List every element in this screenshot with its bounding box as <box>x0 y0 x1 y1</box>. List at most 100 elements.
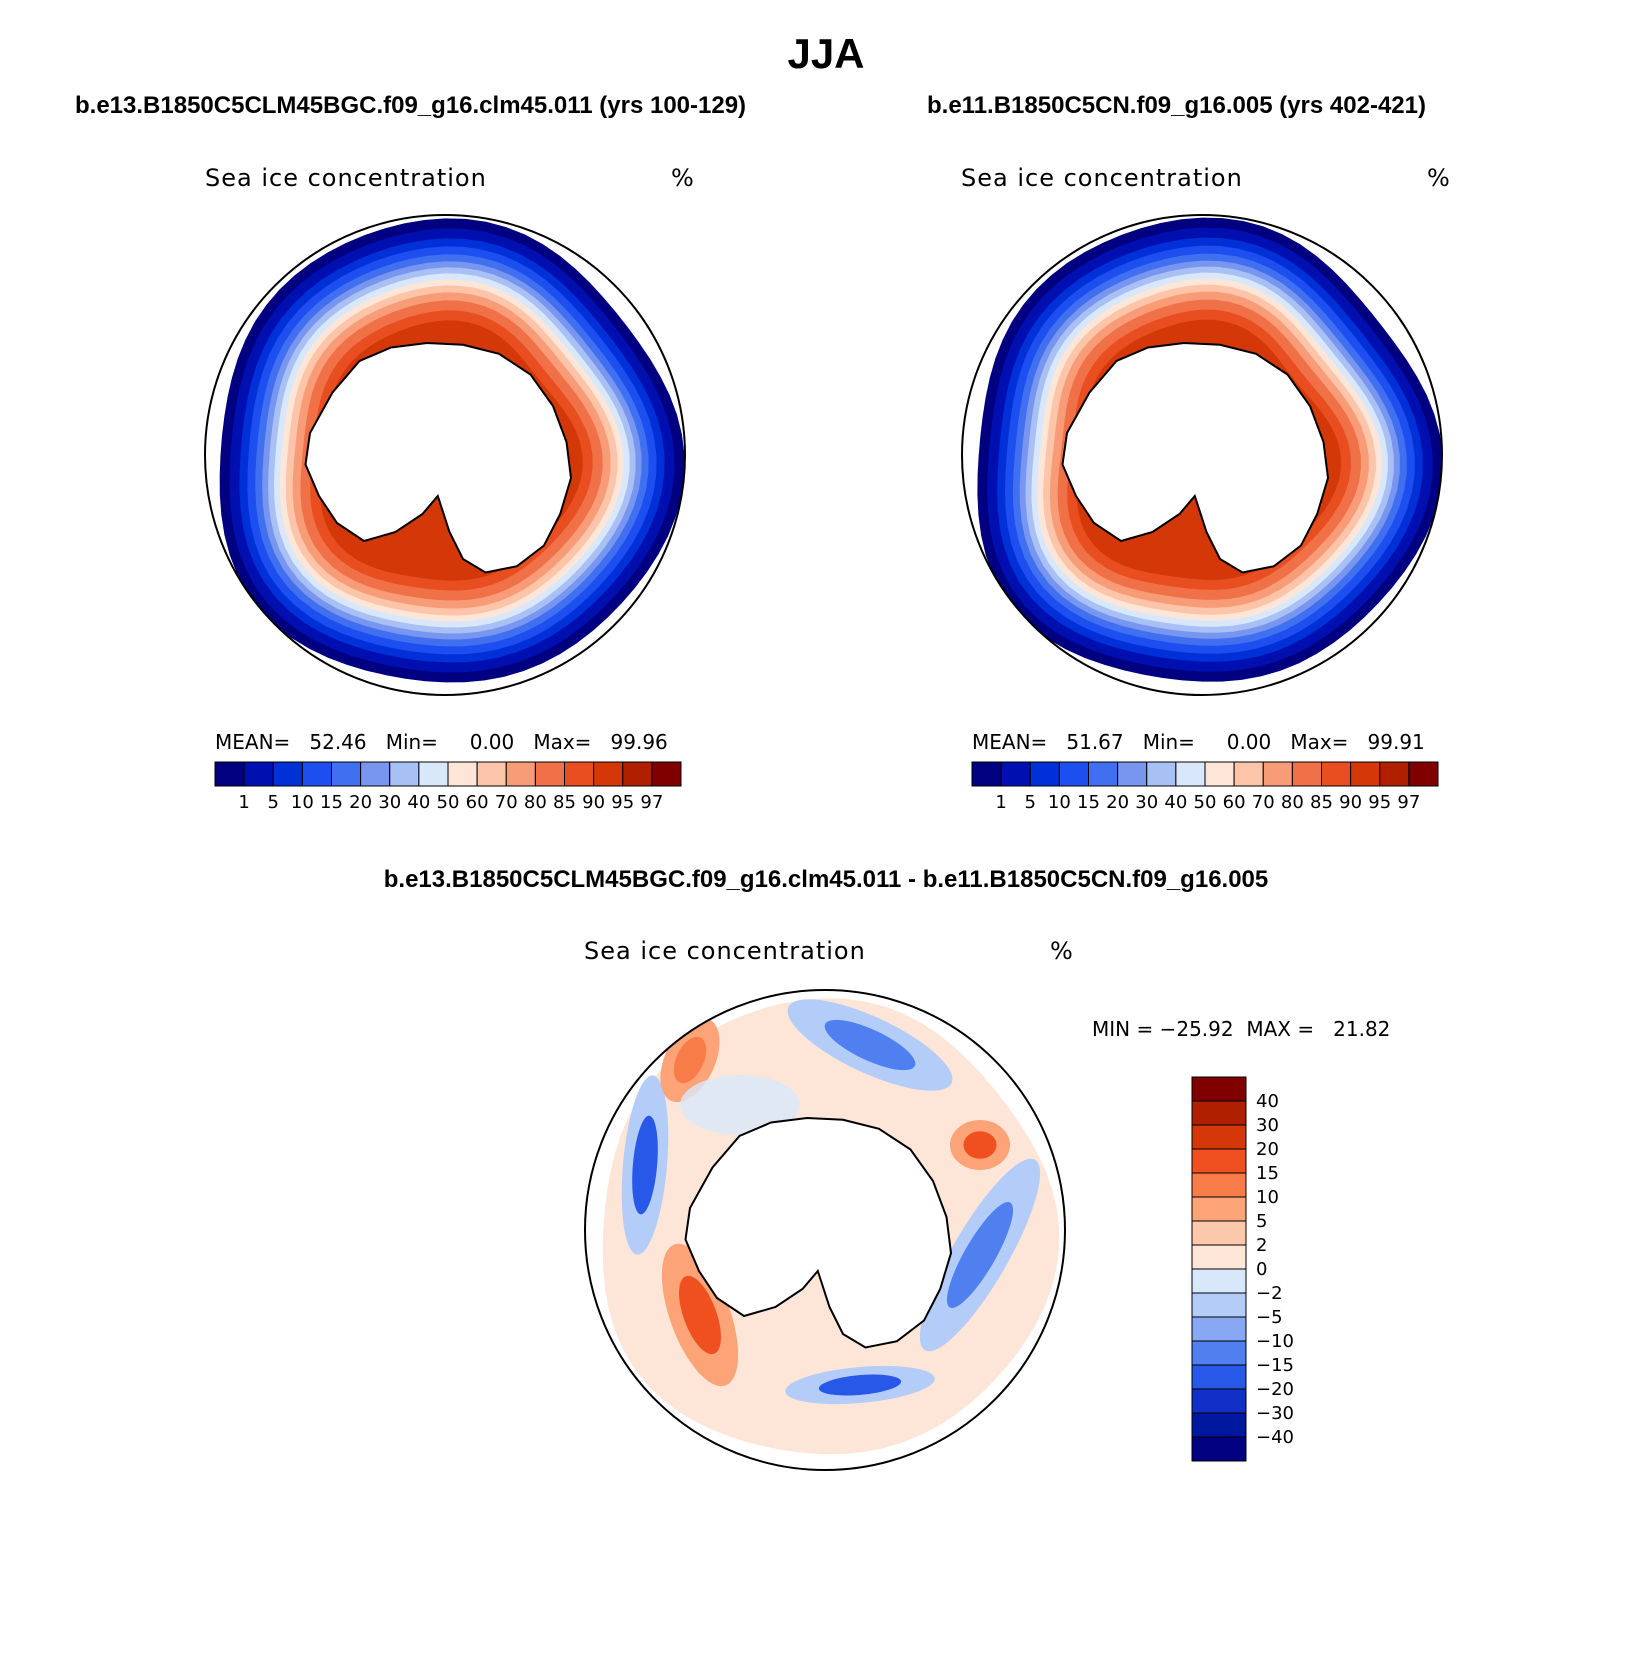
colorbar-swatch <box>1233 761 1264 787</box>
colorbar-swatch <box>1291 761 1322 787</box>
colorbar-tick-label: 30 <box>1135 792 1158 813</box>
colorbar-swatch <box>1088 761 1119 787</box>
colorbar-swatch <box>301 761 332 787</box>
colorbar-tick-label: 40 <box>1164 792 1187 813</box>
colorbar-tick-label: −15 <box>1256 1355 1294 1376</box>
colorbar-tick-label: 95 <box>611 792 634 813</box>
colorbar-swatch <box>1191 1172 1247 1198</box>
diff-anomaly-core <box>673 1036 707 1084</box>
panel-2-colorbar: 1 5 10 15 20 30 40 50 60 70 80 85 90 95 97 <box>971 761 1439 813</box>
colorbar-swatch <box>1029 761 1060 787</box>
panel-2-stats: MEAN= 51.67 Min= 0.00 Max= 99.91 <box>972 730 1425 754</box>
colorbar-tick-label: 50 <box>437 792 460 813</box>
colorbar-swatch <box>1204 761 1235 787</box>
colorbar-swatch <box>1191 1124 1247 1150</box>
diff-negative-patch <box>680 1075 800 1135</box>
colorbar-tick-label: 15 <box>1256 1163 1279 1184</box>
colorbar-swatch <box>1175 761 1206 787</box>
colorbar-tick-label: 40 <box>407 792 430 813</box>
colorbar-tick-label: −5 <box>1256 1307 1283 1328</box>
colorbar-tick-label: 70 <box>495 792 518 813</box>
diff-anomaly-core <box>632 1115 658 1215</box>
colorbar-tick-label: 30 <box>378 792 401 813</box>
panel-2-field <box>962 215 1442 695</box>
colorbar-swatch <box>1408 761 1439 787</box>
colorbar-tick-label: 20 <box>349 792 372 813</box>
colorbar-swatch <box>1379 761 1410 787</box>
panel-1-units-label: % <box>671 164 695 192</box>
colorbar-swatch <box>564 761 595 787</box>
colorbar-tick-label: 80 <box>1281 792 1304 813</box>
page-title: JJA <box>787 30 865 77</box>
colorbar-swatch <box>1191 1268 1247 1294</box>
antarctica-landmass <box>304 341 573 574</box>
colorbar-swatch <box>1262 761 1293 787</box>
diff-anomaly-core <box>963 1131 997 1159</box>
colorbar-tick-label: 80 <box>524 792 547 813</box>
panel-1-run-title: b.e13.B1850C5CLM45BGC.f09_g16.clm45.011 … <box>75 92 747 119</box>
colorbar-tick-label: 70 <box>1252 792 1275 813</box>
panel-1-map-boundary <box>204 214 686 696</box>
colorbar-swatch <box>1191 1364 1247 1390</box>
panel-2-map-boundary <box>961 214 1443 696</box>
colorbar-tick-label: 10 <box>291 792 314 813</box>
diff-anomaly-core <box>946 1202 1014 1308</box>
colorbar-swatch <box>1191 1148 1247 1174</box>
colorbar-swatch <box>651 761 682 787</box>
panel-3-map-boundary <box>584 989 1066 1471</box>
colorbar-swatch <box>447 761 478 787</box>
colorbar-tick-label: 20 <box>1256 1139 1279 1160</box>
colorbar-swatch <box>1191 1220 1247 1246</box>
colorbar-tick-label: 50 <box>1194 792 1217 813</box>
colorbar-tick-label: −20 <box>1256 1379 1294 1400</box>
panel-1-polar-map <box>204 214 686 696</box>
diff-anomaly-core <box>818 1374 902 1396</box>
colorbar-tick-label: 40 <box>1256 1091 1279 1112</box>
panel-3-stats: MIN = −25.92 MAX = 21.82 <box>1092 1017 1391 1041</box>
colorbar-swatch <box>1191 1076 1247 1102</box>
colorbar-swatch <box>1191 1388 1247 1414</box>
colorbar-swatch <box>272 761 303 787</box>
panel-2-variable-label: Sea ice concentration <box>961 164 1243 192</box>
colorbar-tick-label: −10 <box>1256 1331 1294 1352</box>
panel-3-polar-map <box>584 989 1066 1471</box>
colorbar-tick-label: −2 <box>1256 1283 1283 1304</box>
colorbar-tick-label: 85 <box>1310 792 1333 813</box>
colorbar-tick-label: 5 <box>1256 1211 1267 1232</box>
colorbar-tick-label: 90 <box>582 792 605 813</box>
panel-3-field <box>585 990 1065 1470</box>
antarctica-landmass <box>1061 341 1330 574</box>
colorbar-swatch <box>1191 1340 1247 1366</box>
colorbar-tick-label: −40 <box>1256 1427 1294 1448</box>
colorbar-swatch <box>1191 1412 1247 1438</box>
colorbar-swatch <box>1058 761 1089 787</box>
colorbar-swatch <box>1191 1316 1247 1342</box>
colorbar-swatch <box>476 761 507 787</box>
colorbar-swatch <box>971 761 1002 787</box>
colorbar-swatch <box>1191 1100 1247 1126</box>
colorbar-swatch <box>389 761 420 787</box>
colorbar-swatch <box>505 761 536 787</box>
colorbar-tick-label: 0 <box>1256 1259 1267 1280</box>
colorbar-tick-label: 90 <box>1339 792 1362 813</box>
panel-1-variable-label: Sea ice concentration <box>205 164 487 192</box>
antarctica-landmass <box>684 1116 953 1349</box>
colorbar-tick-label: 85 <box>553 792 576 813</box>
colorbar-tick-label: 60 <box>466 792 489 813</box>
colorbar-tick-label: 1 <box>995 792 1006 813</box>
diff-anomaly-core <box>679 1275 721 1355</box>
colorbar-swatch <box>1146 761 1177 787</box>
colorbar-swatch <box>593 761 624 787</box>
panel-1-field <box>205 215 685 695</box>
colorbar-swatch <box>534 761 565 787</box>
colorbar-swatch <box>360 761 391 787</box>
colorbar-tick-label: 10 <box>1048 792 1071 813</box>
colorbar-swatch <box>1191 1244 1247 1270</box>
colorbar-swatch <box>331 761 362 787</box>
colorbar-swatch <box>243 761 274 787</box>
colorbar-tick-label: 2 <box>1256 1235 1267 1256</box>
colorbar-tick-label: 97 <box>1397 792 1420 813</box>
colorbar-tick-label: 15 <box>1077 792 1100 813</box>
panel-2-units-label: % <box>1427 164 1451 192</box>
